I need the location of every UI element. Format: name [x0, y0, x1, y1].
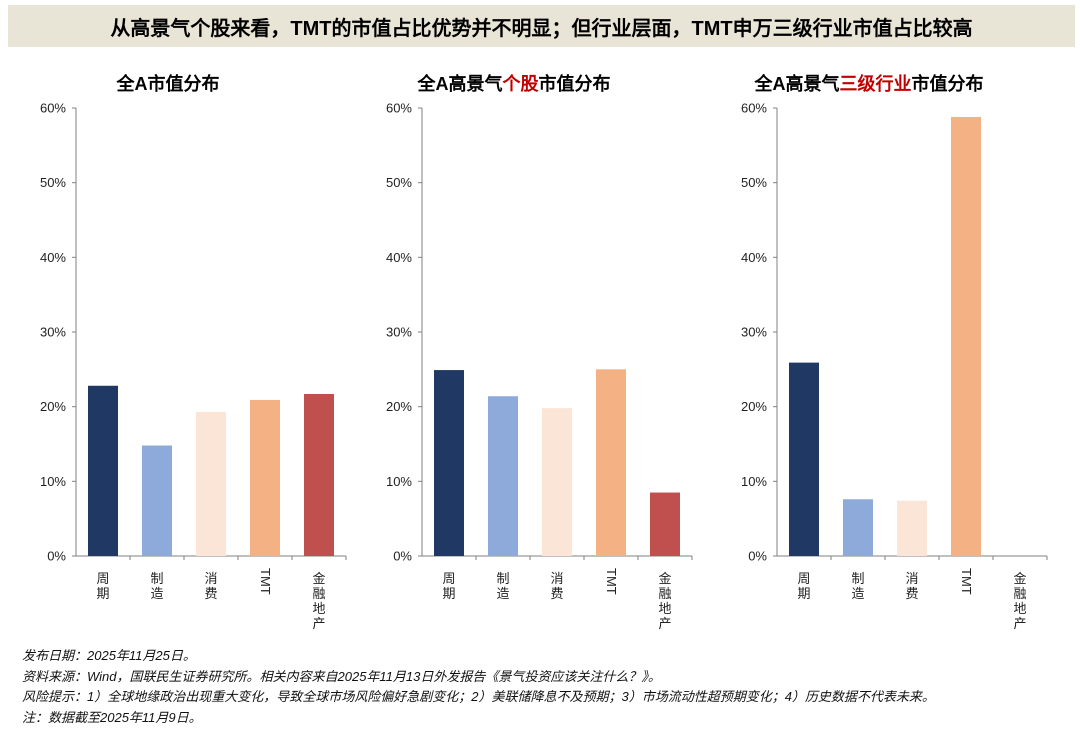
y-tick-label: 10%: [741, 474, 767, 489]
y-tick-label: 0%: [47, 549, 66, 564]
bar-4: [650, 492, 680, 556]
y-tick-label: 60%: [741, 101, 767, 116]
x-tick-label: 金融地产: [312, 571, 325, 631]
y-tick-label: 40%: [40, 250, 66, 265]
x-tick-label: 消费: [204, 571, 217, 601]
bar-1: [142, 445, 172, 556]
y-tick-label: 0%: [393, 549, 412, 564]
x-tick-label: 制造: [496, 571, 509, 601]
x-tick-label: TMT: [604, 568, 619, 595]
risk-note: 风险提示：1）全球地缘政治出现重大变化，导致全球市场风险偏好急剧变化；2）美联储…: [22, 689, 935, 704]
x-tick-label: 消费: [550, 571, 563, 601]
y-tick-label: 20%: [741, 399, 767, 414]
bar-4: [304, 393, 334, 556]
y-tick-label: 50%: [40, 175, 66, 190]
x-tick-label: TMT: [258, 568, 273, 595]
bar-2: [196, 411, 226, 556]
x-tick-label: 周期: [442, 571, 455, 601]
chart-high-prosperity-stocks: 全A高景气个股市值分布 0% 10% 20% 30% 40% 50% 60% 周期 制造 消费 TMT…: [364, 58, 704, 643]
page-title: 从高景气个股来看，TMT的市值占比优势并不明显；但行业层面，TMT申万三级行业市…: [110, 17, 973, 40]
bar-1: [843, 499, 873, 556]
x-tick-label: 制造: [150, 571, 163, 601]
bar-3: [596, 369, 626, 556]
bar-3: [250, 399, 280, 556]
y-tick-label: 20%: [386, 399, 412, 414]
footer-notes: 发布日期：2025年11月25日。 资料来源：Wind，国联民生证券研究所。相关…: [22, 646, 935, 728]
y-tick-label: 60%: [386, 101, 412, 116]
chart-high-prosperity-industries-svg: 全A高景气三级行业市值分布 0% 10% 20% 30% 40% 50% 60% 周期 制造 消费 T…: [741, 73, 1048, 631]
bar-0: [434, 370, 464, 556]
data-cutoff-note: 注：数据截至2025年11月9日。: [22, 709, 202, 725]
y-tick-label: 0%: [748, 549, 767, 564]
page-title-banner: 从高景气个股来看，TMT的市值占比优势并不明显；但行业层面，TMT申万三级行业市…: [8, 5, 1075, 47]
chart-title: 全A市值分布: [116, 73, 220, 94]
bar-0: [88, 385, 118, 556]
bar-2: [897, 500, 927, 556]
bar-1: [488, 396, 518, 556]
y-tick-label: 10%: [386, 474, 412, 489]
x-tick-label: 金融地产: [658, 571, 671, 631]
chart-high-prosperity-industries: 全A高景气三级行业市值分布 0% 10% 20% 30% 40% 50% 60% 周期 制造 消费 T…: [719, 58, 1059, 643]
y-tick-label: 50%: [741, 175, 767, 190]
chart-title: 全A高景气个股市值分布: [417, 73, 611, 94]
x-tick-label: 周期: [797, 571, 810, 601]
x-tick-label: 金融地产: [1013, 571, 1026, 631]
chart-all-a-svg: 全A市值分布 0% 10% 20% 30% 40% 50% 60% 周期 制造 消费 TMT 金融地产: [40, 73, 347, 631]
y-tick-label: 50%: [386, 175, 412, 190]
x-tick-label: 周期: [96, 571, 109, 601]
x-tick-label: TMT: [959, 568, 974, 595]
x-tick-label: 制造: [851, 571, 864, 601]
y-tick-label: 40%: [741, 250, 767, 265]
y-tick-label: 30%: [741, 325, 767, 340]
y-tick-label: 30%: [40, 325, 66, 340]
bar-2: [542, 408, 572, 556]
y-tick-label: 20%: [40, 399, 66, 414]
source-note: 资料来源：Wind，国联民生证券研究所。相关内容来自2025年11月13日外发报…: [22, 668, 661, 684]
publish-date: 发布日期：2025年11月25日。: [22, 648, 196, 663]
chart-title: 全A高景气三级行业市值分布: [754, 73, 984, 94]
chart-high-prosperity-stocks-svg: 全A高景气个股市值分布 0% 10% 20% 30% 40% 50% 60% 周期 制造 消费 TMT…: [386, 73, 693, 631]
bar-0: [789, 362, 819, 556]
bar-3: [951, 116, 981, 557]
chart-all-a: 全A市值分布 0% 10% 20% 30% 40% 50% 60% 周期 制造 消费 TMT 金融地产: [18, 58, 358, 643]
y-tick-label: 40%: [386, 250, 412, 265]
x-tick-label: 消费: [905, 571, 918, 601]
y-tick-label: 60%: [40, 101, 66, 116]
y-tick-label: 30%: [386, 325, 412, 340]
y-tick-label: 10%: [40, 474, 66, 489]
